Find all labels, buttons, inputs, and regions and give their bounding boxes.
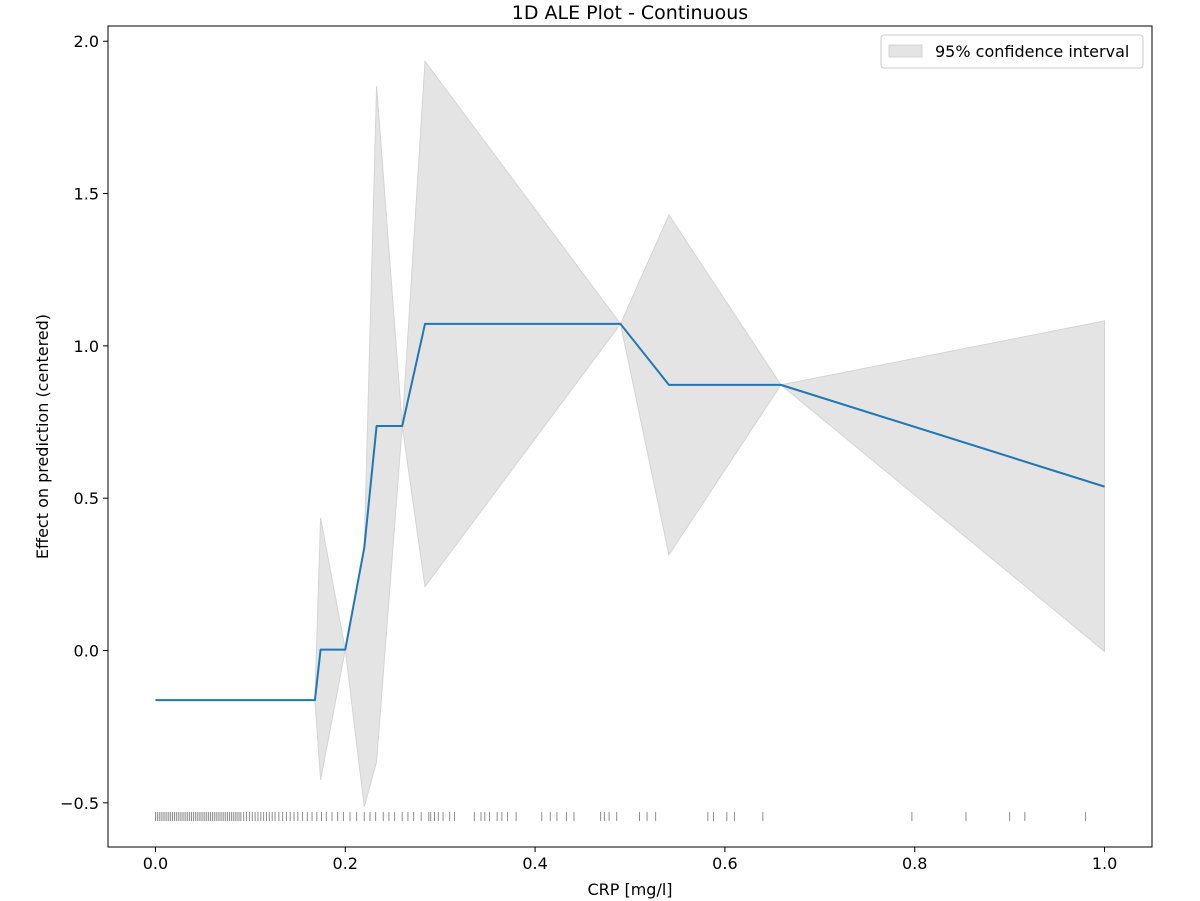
legend-label-confidence: 95% confidence interval xyxy=(935,42,1129,61)
x-axis-title: CRP [mg/l] xyxy=(587,880,672,899)
x-axis: 0.0 0.2 0.4 0.6 0.8 1.0 xyxy=(143,847,1117,873)
y-tick-label: 2.0 xyxy=(74,32,99,51)
x-tick-label: 0.0 xyxy=(143,854,168,873)
plot-frame xyxy=(107,25,1153,848)
y-tick-label: 0.0 xyxy=(74,642,99,661)
chart-title: 1D ALE Plot - Continuous xyxy=(512,2,748,24)
rug-layer xyxy=(154,812,1087,822)
y-tick-label: 1.0 xyxy=(74,337,99,356)
x-tick-label: 1.0 xyxy=(1092,854,1117,873)
legend-box xyxy=(880,34,1144,69)
y-axis: −0.5 0.0 0.5 1.0 1.5 2.0 xyxy=(60,32,108,813)
ale-line xyxy=(155,322,1105,702)
y-tick-label: −0.5 xyxy=(60,794,99,813)
x-tick-label: 0.6 xyxy=(712,854,737,873)
x-tick-label: 0.2 xyxy=(333,854,358,873)
y-tick-label: 0.5 xyxy=(74,489,99,508)
x-tick-label: 0.4 xyxy=(522,854,547,873)
legend: 95% confidence interval xyxy=(880,34,1144,69)
legend-swatch-confidence xyxy=(888,44,923,58)
ale-line-layer xyxy=(155,322,1105,702)
x-tick-label: 0.8 xyxy=(902,854,927,873)
y-tick-label: 1.5 xyxy=(74,185,99,204)
y-axis-title: Effect on prediction (centered) xyxy=(33,314,52,559)
